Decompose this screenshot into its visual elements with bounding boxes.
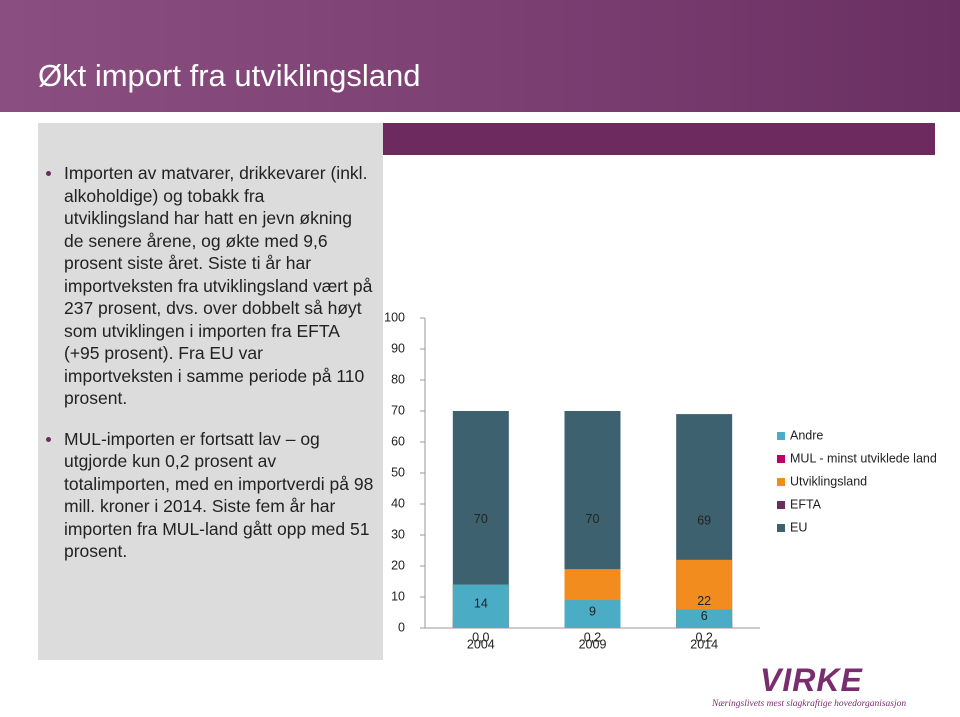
data-label: 70 xyxy=(474,512,488,526)
tagline: Næringslivets mest slagkraftige hovedorg… xyxy=(712,699,907,709)
legend-label: Utviklingsland xyxy=(790,474,867,488)
data-label: 70 xyxy=(586,512,600,526)
bullet-list: Importen av matvarer, drikkevarer (inkl.… xyxy=(44,162,374,581)
y-tick-label: 100 xyxy=(384,310,405,324)
legend-label: Andre xyxy=(790,428,823,442)
x-tick-label: 2009 xyxy=(579,637,607,651)
y-tick-label: 60 xyxy=(391,434,405,448)
data-label: 0,0 xyxy=(472,630,489,644)
legend-swatch xyxy=(777,501,785,509)
text-panel xyxy=(38,123,383,660)
data-label: 6 xyxy=(701,609,708,623)
y-tick-label: 80 xyxy=(391,372,405,386)
slide-title: Økt import fra utviklingsland xyxy=(38,58,421,93)
bar-segment xyxy=(564,600,621,628)
data-label: 22 xyxy=(697,594,711,608)
y-tick-label: 50 xyxy=(391,465,405,479)
legend-label: EU xyxy=(790,520,807,534)
data-label: 9 xyxy=(589,604,596,618)
data-label: 0,2 xyxy=(695,630,712,644)
legend-swatch xyxy=(777,455,785,463)
x-tick-label: 2014 xyxy=(690,637,718,651)
y-tick-label: 70 xyxy=(391,403,405,417)
y-tick-label: 20 xyxy=(391,558,405,572)
bullet: Importen av matvarer, drikkevarer (inkl.… xyxy=(44,162,374,410)
y-tick-label: 10 xyxy=(391,589,405,603)
x-tick-label: 2004 xyxy=(467,637,495,651)
legend-swatch xyxy=(777,524,785,532)
y-tick-label: 90 xyxy=(391,341,405,355)
legend-swatch xyxy=(777,432,785,440)
data-label: 0,2 xyxy=(584,630,601,644)
header-band xyxy=(0,0,960,112)
legend-swatch xyxy=(777,478,785,486)
data-label: 69 xyxy=(697,513,711,527)
bar-segment xyxy=(676,609,733,628)
logo: VIRKE xyxy=(760,662,863,698)
bullet: MUL-importen er fortsatt lav – og utgjor… xyxy=(44,428,374,563)
y-tick-label: 40 xyxy=(391,496,405,510)
legend-label: MUL - minst utviklede land xyxy=(790,451,937,465)
data-label: 14 xyxy=(474,597,488,611)
y-tick-label: 0 xyxy=(398,620,405,634)
bar-segment xyxy=(452,584,509,628)
y-tick-label: 30 xyxy=(391,527,405,541)
legend-label: EFTA xyxy=(790,497,822,511)
